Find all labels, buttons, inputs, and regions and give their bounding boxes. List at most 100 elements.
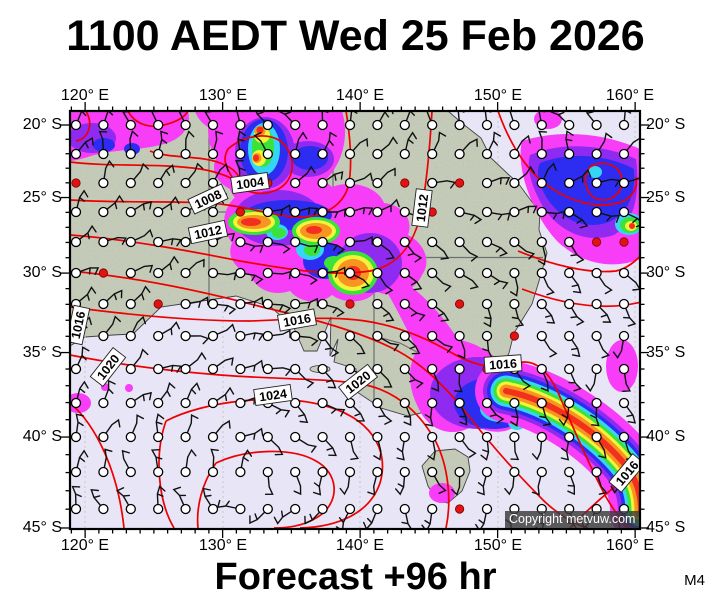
wind-barb [570, 307, 585, 326]
wind-barb [378, 406, 393, 425]
wind-barb [106, 289, 123, 302]
wind-barb [560, 441, 570, 461]
station-circle [317, 503, 328, 515]
station-circle [290, 330, 301, 342]
station-calm-red [400, 178, 410, 188]
station-circle [372, 148, 383, 160]
station-circle [317, 363, 328, 375]
station-circle [372, 298, 383, 310]
station-circle [399, 330, 410, 342]
wind-barb [380, 306, 395, 322]
station-circle [372, 503, 383, 515]
station-calm-red [454, 178, 465, 188]
wind-barb [623, 307, 637, 327]
wind-barb [326, 171, 344, 181]
wind-barb [115, 487, 130, 506]
station-circle [454, 397, 465, 409]
wind-barb [401, 513, 413, 529]
station-circle [125, 466, 136, 478]
station-circle [481, 206, 493, 218]
station-circle [70, 466, 82, 478]
station-circle [372, 236, 383, 248]
wind-barb [353, 274, 371, 289]
wind-barb [185, 130, 195, 150]
station-circle [180, 363, 191, 375]
station-circle [70, 236, 82, 248]
svg-text:1016: 1016 [69, 310, 88, 340]
station-circle [98, 466, 109, 478]
lat-label-left: 30° S [22, 264, 62, 281]
wind-barb [210, 448, 219, 468]
station-circle [372, 330, 383, 342]
wind-barb [298, 165, 316, 181]
station-circle [454, 466, 465, 478]
wind-barb [405, 131, 417, 150]
wind-barb [237, 130, 246, 150]
station-circle [454, 236, 465, 248]
station-circle [618, 148, 630, 160]
lat-label-left: 20° S [22, 116, 62, 133]
wind-barb [510, 277, 519, 297]
station-circle [317, 298, 328, 310]
wind-barb [271, 404, 291, 418]
station-circle [399, 206, 410, 218]
station-circle [153, 206, 164, 218]
wind-barb [352, 137, 369, 151]
wind-barb [457, 340, 466, 360]
station-circle [70, 431, 82, 443]
forecast-hour-label: Forecast +96 hr [214, 556, 497, 598]
wind-barb [339, 476, 351, 496]
wind-barb [488, 131, 501, 151]
station-circle [290, 236, 301, 248]
station-calm-red [619, 237, 629, 247]
station-circle [262, 431, 273, 443]
station-circle [536, 206, 547, 218]
station-circle [262, 148, 273, 160]
svg-text:1024: 1024 [258, 387, 288, 405]
wind-barb [354, 235, 373, 245]
station-circle [235, 503, 246, 515]
wind-barb [134, 201, 153, 211]
lat-label-left: 40° S [22, 428, 62, 445]
wind-barb [298, 438, 318, 453]
station-circle [207, 330, 219, 342]
wind-barb [407, 245, 423, 263]
station-calm-red [98, 268, 109, 278]
station-circle [98, 177, 109, 189]
station-circle [235, 431, 246, 443]
station-circle [372, 177, 383, 189]
wind-barb [585, 373, 597, 393]
station-circle [427, 397, 438, 409]
wind-barb [427, 441, 436, 461]
wind-barb [106, 194, 124, 210]
wind-barb [491, 177, 511, 185]
station-circle [564, 148, 575, 160]
isobar [70, 270, 589, 529]
station-circle [70, 363, 82, 375]
wind-barb [326, 266, 346, 278]
wind-barb [186, 413, 199, 434]
wind-barb [480, 441, 490, 461]
station-circle [98, 236, 109, 248]
wind-barb [451, 476, 461, 496]
station-circle [454, 148, 465, 160]
wind-barb [161, 321, 180, 336]
station-circle [180, 503, 191, 515]
station-circle [344, 466, 356, 478]
wind-barb [103, 159, 115, 179]
station-circle [509, 236, 520, 248]
station-circle [536, 431, 547, 443]
wind-barb [462, 138, 478, 151]
wind-barb [104, 379, 116, 399]
wind-barb [150, 449, 163, 468]
wind-barb [326, 304, 345, 317]
wind-barb [600, 178, 621, 187]
station-circle [481, 503, 493, 515]
station-circle [372, 267, 383, 279]
station-circle [427, 503, 438, 515]
wind-barb [90, 488, 101, 506]
station-circle [235, 267, 246, 279]
wind-barb [103, 448, 113, 468]
wind-barb [475, 513, 487, 529]
station-calm-red [454, 299, 465, 309]
